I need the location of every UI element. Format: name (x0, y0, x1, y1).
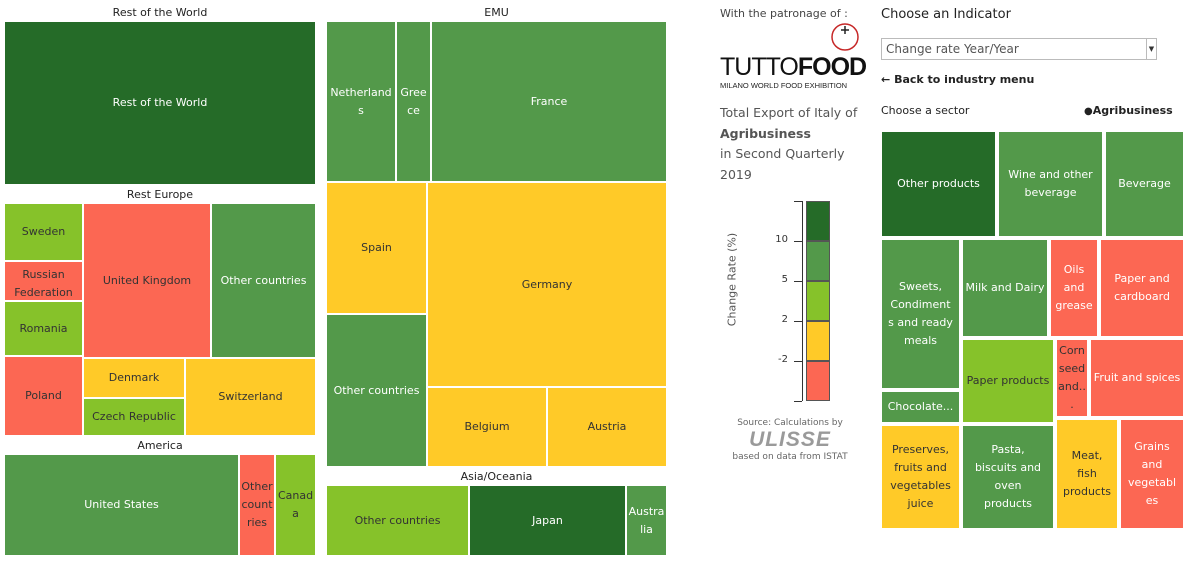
cell-united-states[interactable]: United States (4, 454, 239, 556)
sector-oils-and-grease[interactable]: Oils and grease (1049, 238, 1099, 338)
cell-austria[interactable]: Austria (547, 387, 667, 467)
legend-tick-bottom (794, 401, 802, 402)
cell-sweden[interactable]: Sweden (4, 203, 83, 261)
sector-fruit-and-spices[interactable]: Fruit and spices (1089, 338, 1185, 418)
source-line-2: based on data from ISTAT (732, 452, 848, 462)
cell-switzerland[interactable]: Switzerland (185, 358, 316, 436)
legend-tick-label-5: 5 (781, 274, 788, 285)
sector-corn-seed[interactable]: Corn seed and... (1055, 338, 1089, 418)
cell-rest-of-world[interactable]: Rest of the World (4, 21, 316, 185)
map-marker-icon: ● (1084, 106, 1093, 117)
legend-title: Change Rate (%) (725, 232, 739, 327)
group-title-america: America (137, 439, 183, 452)
logo-subtitle: MILANO WORLD FOOD EXHIBITION (720, 81, 848, 90)
group-title-emu: EMU (484, 6, 509, 19)
select-arrow-icon[interactable]: ▼ (1146, 39, 1156, 59)
group-title-asia-oceania: Asia/Oceania (460, 470, 533, 483)
current-sector: ●Agribusiness (1084, 104, 1173, 117)
sector-wine-and-other-beverage[interactable]: Wine and other beverage (997, 130, 1104, 238)
cell-romania[interactable]: Romania (4, 301, 83, 356)
legend-tick-minus-2 (794, 361, 802, 362)
sector-meat-fish-products[interactable]: Meat, fish products (1055, 418, 1119, 530)
sector-pasta-biscuits[interactable]: Pasta, biscuits and oven products (961, 424, 1055, 530)
cell-rest-europe-other-countries[interactable]: Other countries (211, 203, 316, 358)
legend-tick-2 (794, 321, 802, 322)
sector-preserves-fruits-juice[interactable]: Preserves, fruits and vegetables juice (880, 424, 961, 530)
sector-milk-and-dairy[interactable]: Milk and Dairy (961, 238, 1049, 338)
logo-wordmark: TUTTOFOOD (720, 53, 867, 81)
sector-grains-and-vegetables[interactable]: Grains and vegetables (1119, 418, 1185, 530)
group-title-rest-europe: Rest Europe (126, 188, 194, 201)
cell-germany[interactable]: Germany (427, 182, 667, 387)
sector-sweets-condiments[interactable]: Sweets, Condiments and ready meals (880, 238, 961, 390)
sector-chocolate[interactable]: Chocolate... (880, 390, 961, 424)
cell-emu-other-countries[interactable]: Other countries (326, 314, 427, 467)
indicator-select-value: Change rate Year/Year (886, 42, 1019, 56)
cell-russian-federation[interactable]: Russian Federation (4, 261, 83, 301)
indicator-title: Choose an Indicator (881, 7, 1011, 22)
back-link-label: Back to industry menu (894, 73, 1035, 86)
current-sector-label: Agribusiness (1092, 104, 1173, 117)
cell-poland[interactable]: Poland (4, 356, 83, 436)
legend-swatch-light-green (806, 281, 830, 321)
cell-denmark[interactable]: Denmark (83, 358, 185, 398)
cell-united-kingdom[interactable]: United Kingdom (83, 203, 211, 358)
sector-other-products[interactable]: Other products (880, 130, 997, 238)
ulisse-logo[interactable]: ULISSE (749, 428, 831, 451)
back-to-industry-menu-link[interactable]: ← Back to industry menu (881, 73, 1034, 86)
description-year: 2019 (720, 166, 752, 182)
cell-netherlands[interactable]: Netherlands (326, 21, 396, 182)
cell-spain[interactable]: Spain (326, 182, 427, 314)
cell-australia[interactable]: Australia (626, 485, 667, 556)
cell-canada[interactable]: Canada (275, 454, 316, 556)
tuttofood-logo[interactable]: TUTTOFOOD MILANO WORLD FOOD EXHIBITION (720, 22, 867, 92)
cell-greece[interactable]: Greece (396, 21, 431, 182)
legend-tick-label-10: 10 (775, 234, 788, 245)
legend-tick-5 (794, 281, 802, 282)
legend-swatch-medium-green (806, 241, 830, 281)
export-description: Total Export of Italy of Agribusiness in… (720, 103, 870, 185)
cell-france[interactable]: France (431, 21, 667, 182)
cell-belgium[interactable]: Belgium (427, 387, 547, 467)
sector-paper-products[interactable]: Paper products (961, 338, 1055, 424)
choose-sector-label: Choose a sector (881, 104, 970, 117)
source-line-1: Source: Calculations by (737, 418, 843, 428)
sector-beverage[interactable]: Beverage (1104, 130, 1185, 238)
description-line-1: Total Export of Italy of (720, 105, 858, 120)
cell-czech-republic[interactable]: Czech Republic (83, 398, 185, 436)
source-credit: Source: Calculations by ULISSE based on … (720, 418, 860, 462)
cell-america-other-countries[interactable]: Other countries (239, 454, 275, 556)
indicator-select[interactable]: Change rate Year/Year ▼ (881, 38, 1157, 60)
cell-asia-other-countries[interactable]: Other countries (326, 485, 469, 556)
logo-wordmark-bold: FOOD (797, 53, 867, 81)
logo-wordmark-light: TUTTO (720, 53, 799, 81)
legend-tick-top (794, 201, 802, 202)
cell-japan[interactable]: Japan (469, 485, 626, 556)
legend-tick-label-minus-2: -2 (778, 354, 788, 365)
description-line-3: in Second Quarterly (720, 146, 845, 161)
sector-paper-and-cardboard[interactable]: Paper and cardboard (1099, 238, 1185, 338)
logo-circle-icon (831, 23, 859, 51)
legend-swatch-dark-green (806, 201, 830, 241)
legend-swatch-red (806, 361, 830, 401)
arrow-left-icon: ← (881, 73, 891, 86)
legend-axis-line (802, 201, 803, 401)
legend-tick-10 (794, 241, 802, 242)
patronage-label: With the patronage of : (720, 7, 848, 20)
legend-swatch-yellow (806, 321, 830, 361)
group-title-rest-of-world: Rest of the World (112, 6, 208, 19)
legend-tick-label-2: 2 (781, 314, 788, 325)
description-sector: Agribusiness (720, 125, 811, 141)
